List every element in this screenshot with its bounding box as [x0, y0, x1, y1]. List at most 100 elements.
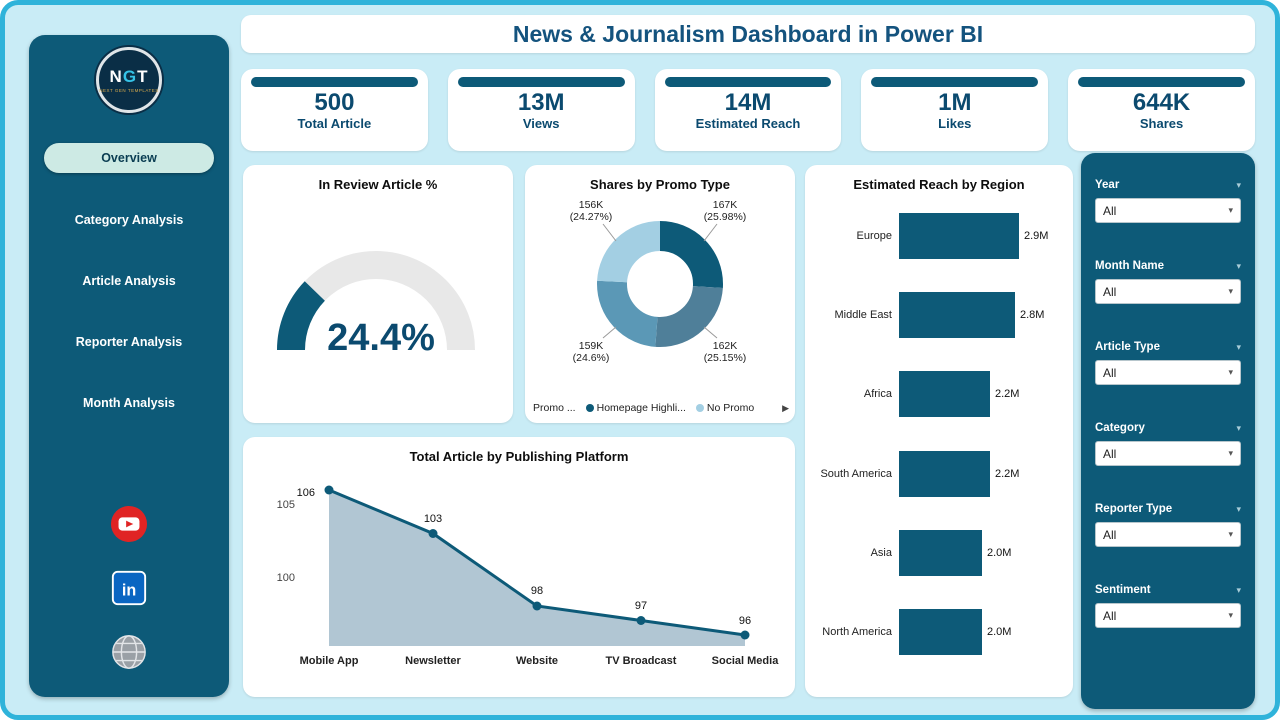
logo-letter: N [109, 66, 123, 86]
x-tick: Newsletter [405, 655, 461, 667]
sentiment-dropdown[interactable]: All ▾ [1095, 603, 1241, 628]
table-row: Africa 2.2M [813, 371, 1065, 418]
globe-icon[interactable] [110, 633, 148, 671]
card-title: In Review Article % [318, 177, 438, 192]
chevron-down-icon: ▾ [1228, 367, 1233, 377]
logo-letter: G [122, 66, 138, 86]
youtube-icon[interactable] [110, 505, 148, 543]
dropdown-value: All [1103, 203, 1117, 218]
legend-dot-icon [585, 404, 594, 412]
kpi-value: 14M [724, 89, 772, 116]
kpi-card-estimated-reach[interactable]: 14M Estimated Reach [654, 69, 842, 151]
slice-label: (25.98%) [704, 211, 747, 223]
slice-label: (24.6%) [573, 352, 610, 364]
kpi-accent-bar [457, 77, 625, 87]
slicer-month-name: Month Name ▾ All ▾ [1095, 260, 1241, 304]
data-markers[interactable] [324, 485, 750, 640]
value-label: 2.2M [995, 388, 1020, 401]
chevron-down-icon[interactable]: ▾ [1236, 260, 1241, 271]
kpi-label: Total Article [297, 116, 372, 132]
category-dropdown[interactable]: All ▾ [1095, 441, 1241, 466]
sidebar-item-overview[interactable]: Overview [44, 143, 214, 173]
bar-chart-body: Europe 2.9M Middle East 2.8M Africa 2.2M… [805, 192, 1073, 678]
article-type-dropdown[interactable]: All ▾ [1095, 360, 1241, 385]
area-fill[interactable] [329, 490, 745, 646]
legend-item[interactable]: No Promo [695, 402, 755, 414]
chevron-down-icon: ▾ [1228, 529, 1233, 539]
logo: NGT NEXT GEN TEMPLATES [96, 47, 162, 113]
chevron-down-icon: ▾ [1228, 205, 1233, 215]
donut-segment[interactable] [597, 221, 723, 347]
area-chart-card: Total Article by Publishing Platform 105… [243, 437, 795, 697]
bar-africa[interactable] [899, 371, 990, 418]
data-label: 96 [739, 615, 751, 627]
month-name-dropdown[interactable]: All ▾ [1095, 279, 1241, 304]
legend-item[interactable]: Homepage Highli... [585, 402, 686, 414]
kpi-card-shares[interactable]: 644K Shares [1068, 69, 1255, 151]
slice-label: 156K [579, 199, 604, 211]
slicer-label: Reporter Type [1095, 503, 1173, 515]
sidebar-item-reporter-analysis[interactable]: Reporter Analysis [75, 335, 183, 349]
bar-north-america[interactable] [899, 609, 982, 656]
dropdown-value: All [1103, 284, 1117, 299]
slice-label: 167K [713, 199, 738, 211]
slice-label: 159K [579, 340, 604, 352]
bar-europe[interactable] [899, 212, 1019, 259]
table-row: Asia 2.0M [813, 529, 1065, 576]
legend-label: No Promo [706, 402, 755, 414]
kpi-card-views[interactable]: 13M Views [447, 69, 635, 151]
card-title: Estimated Reach by Region [853, 177, 1025, 192]
card-title: Total Article by Publishing Platform [409, 449, 629, 464]
category-label: Europe [856, 229, 892, 242]
area-chart: 105 100 106 103 98 97 96 Mobile App News… [277, 485, 780, 667]
chevron-down-icon[interactable]: ▾ [1236, 422, 1241, 433]
slicer-reporter-type: Reporter Type ▾ All ▾ [1095, 503, 1241, 547]
linkedin-icon[interactable]: in [110, 569, 148, 607]
sidebar-item-article-analysis[interactable]: Article Analysis [82, 274, 176, 288]
sidebar-nav: Overview Category Analysis Article Analy… [29, 143, 229, 457]
slice-label: 162K [713, 340, 738, 352]
chevron-down-icon[interactable]: ▾ [1236, 503, 1241, 514]
chevron-down-icon: ▾ [1228, 286, 1233, 296]
x-axis-labels: Mobile App Newsletter Website TV Broadca… [300, 655, 780, 667]
legend-scroll-arrow-icon[interactable]: ▶ [782, 402, 789, 413]
chevron-down-icon: ▾ [1228, 610, 1233, 620]
kpi-card-total-article[interactable]: 500 Total Article [241, 69, 428, 151]
kpi-accent-bar [1078, 77, 1245, 87]
chevron-down-icon[interactable]: ▾ [1236, 341, 1241, 352]
year-dropdown[interactable]: All ▾ [1095, 198, 1241, 223]
data-label: 98 [531, 585, 543, 597]
kpi-accent-bar [871, 77, 1039, 87]
table-row: South America 2.2M [813, 450, 1065, 497]
reporter-type-dropdown[interactable]: All ▾ [1095, 522, 1241, 547]
category-label: Asia [870, 546, 892, 559]
social-links: in [110, 505, 148, 671]
chevron-down-icon[interactable]: ▾ [1236, 179, 1241, 190]
donut-segment[interactable] [597, 221, 723, 347]
value-label: 2.0M [987, 546, 1012, 559]
chevron-down-icon[interactable]: ▾ [1236, 584, 1241, 595]
gauge-fill[interactable] [277, 281, 326, 351]
kpi-label: Likes [938, 116, 972, 132]
bar-asia[interactable] [899, 529, 982, 576]
sidebar-item-category-analysis[interactable]: Category Analysis [74, 213, 184, 227]
bar-south-america[interactable] [899, 450, 990, 497]
dropdown-value: All [1103, 365, 1117, 380]
legend-item[interactable]: Promo ... [533, 402, 576, 414]
value-label: 2.2M [995, 467, 1020, 480]
slicer-year: Year ▾ All ▾ [1095, 179, 1241, 223]
kpi-card-likes[interactable]: 1M Likes [861, 69, 1049, 151]
bar-middle-east[interactable] [899, 291, 1015, 338]
kpi-accent-bar [664, 77, 832, 87]
donut-legend: Promo ... Homepage Highli... No Promo ▶ [533, 402, 789, 414]
sidebar-item-month-analysis[interactable]: Month Analysis [83, 396, 175, 410]
donut-segment[interactable] [597, 221, 723, 347]
kpi-value: 500 [314, 89, 355, 116]
category-label: North America [822, 626, 892, 639]
slicer-sentiment: Sentiment ▾ All ▾ [1095, 584, 1241, 628]
chevron-down-icon: ▾ [1228, 448, 1233, 458]
x-tick: Website [516, 655, 558, 667]
kpi-label: Shares [1139, 116, 1184, 132]
logo-letter: T [137, 66, 149, 86]
